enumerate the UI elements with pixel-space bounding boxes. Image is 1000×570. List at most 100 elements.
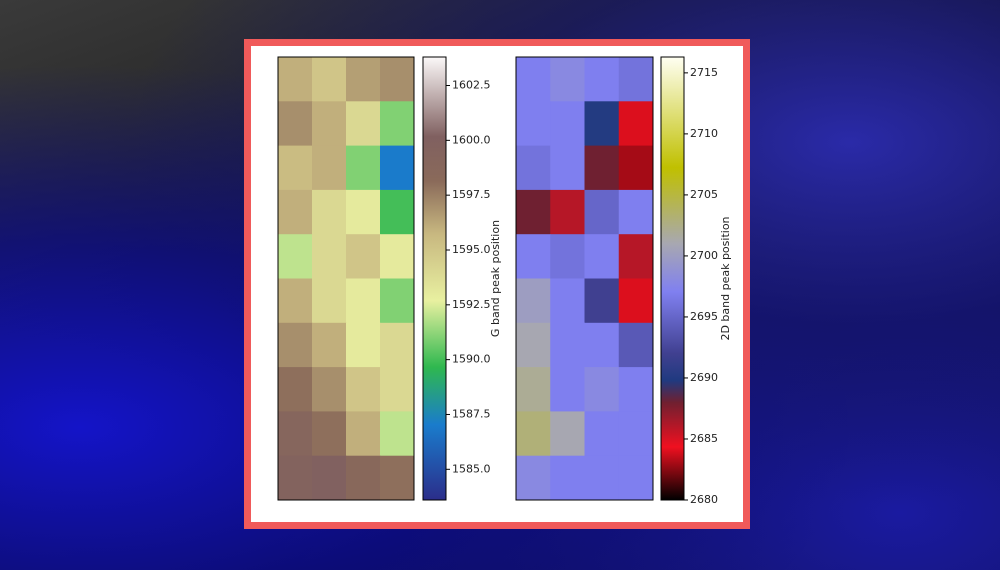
- heatmap-cell: [516, 189, 551, 235]
- heatmap-cell: [346, 101, 381, 147]
- heatmap-cell: [618, 189, 654, 235]
- heatmap-cell: [346, 411, 381, 457]
- heatmap-cell: [584, 411, 620, 457]
- colorbar-tick-label: 1585.0: [452, 462, 491, 475]
- heatmap-cell: [380, 234, 415, 279]
- heatmap-cell: [516, 411, 551, 457]
- colorbar-tick-label: 2715: [690, 66, 718, 79]
- heatmap-cell: [618, 455, 654, 501]
- heatmap-cell: [312, 367, 347, 412]
- heatmap-cell: [346, 367, 381, 412]
- heatmap-cell: [516, 101, 551, 147]
- heatmap-cell: [278, 57, 313, 102]
- heatmap-border: [277, 56, 415, 501]
- colorbar-tick-label: 1590.0: [452, 353, 491, 366]
- heatmap-cell: [516, 367, 551, 412]
- heatmap-cell: [278, 322, 313, 368]
- heatmap-cell: [380, 101, 415, 147]
- heatmap-cell: [618, 57, 654, 102]
- heatmap-cell: [516, 455, 551, 501]
- heatmap-cell: [278, 411, 313, 457]
- heatmap-cell: [278, 189, 313, 235]
- heatmap-cell: [618, 411, 654, 457]
- heatmap-cell: [312, 322, 347, 368]
- heatmap-cell: [380, 57, 415, 102]
- heatmap-cell: [618, 234, 654, 279]
- heatmap-cell: [278, 455, 313, 501]
- heatmap-cell: [278, 278, 313, 324]
- colorbar-tick-label: 1587.5: [452, 407, 491, 420]
- colorbar-tick-label: 2710: [690, 127, 718, 140]
- heatmap-cell: [550, 57, 585, 102]
- heatmap-cell: [550, 145, 585, 191]
- heatmap-cell: [618, 367, 654, 412]
- heatmap-cell: [618, 101, 654, 147]
- colorbar-tick-label: 2685: [690, 432, 718, 445]
- heatmap-cell: [312, 189, 347, 235]
- heatmap-cell: [516, 322, 551, 368]
- heatmap-cell: [380, 322, 415, 368]
- heatmap-cell: [550, 101, 585, 147]
- heatmap-cell: [312, 101, 347, 147]
- heatmap-cell: [312, 234, 347, 279]
- heatmap-cell: [346, 145, 381, 191]
- colorbar-label: 2D band peak position: [719, 216, 732, 340]
- heatmap-border: [515, 56, 654, 501]
- colorbar-tick-label: 2695: [690, 310, 718, 323]
- colorbar-tick-label: 2705: [690, 188, 718, 201]
- colorbar-tick-label: 1592.5: [452, 298, 491, 311]
- heatmap-cell: [550, 455, 585, 501]
- heatmap-cell: [550, 367, 585, 412]
- heatmap-cell: [516, 145, 551, 191]
- heatmap-cell: [346, 234, 381, 279]
- heatmap-cell: [584, 189, 620, 235]
- heatmap-cell: [516, 278, 551, 324]
- colorbar-tick-label: 1597.5: [452, 188, 491, 201]
- heatmap-cell: [380, 189, 415, 235]
- colorbar: [422, 56, 447, 501]
- colorbar: [660, 56, 685, 501]
- heatmap-cell: [584, 57, 620, 102]
- heatmap-cell: [584, 145, 620, 191]
- heatmap-cell: [346, 278, 381, 324]
- colorbar-tick-label: 1595.0: [452, 243, 491, 256]
- heatmap-cell: [584, 455, 620, 501]
- heatmap-cell: [380, 278, 415, 324]
- heatmap-cell: [516, 234, 551, 279]
- heatmap-cell: [312, 411, 347, 457]
- heatmap-cell: [550, 278, 585, 324]
- heatmap-cell: [312, 145, 347, 191]
- heatmap-cell: [584, 278, 620, 324]
- heatmap-cell: [346, 189, 381, 235]
- heatmap-cell: [584, 322, 620, 368]
- heatmap-cell: [346, 322, 381, 368]
- heatmap-cell: [346, 57, 381, 102]
- heatmap-cell: [618, 145, 654, 191]
- colorbar-tick-label: 2700: [690, 249, 718, 262]
- heatmap-cell: [618, 278, 654, 324]
- colorbar-label: G band peak position: [489, 220, 502, 337]
- heatmap-cell: [312, 278, 347, 324]
- heatmap-cell: [550, 234, 585, 279]
- heatmap-cell: [380, 367, 415, 412]
- heatmap-cell: [584, 101, 620, 147]
- colorbar-tick-label: 1600.0: [452, 133, 491, 146]
- heatmap-cell: [380, 411, 415, 457]
- heatmap-cell: [618, 322, 654, 368]
- heatmap-cell: [584, 367, 620, 412]
- colorbar-tick-label: 2690: [690, 371, 718, 384]
- heatmap-cell: [278, 101, 313, 147]
- heatmap-cell: [312, 57, 347, 102]
- colorbar-tick-label: 2680: [690, 493, 718, 506]
- heatmap-cell: [550, 411, 585, 457]
- heatmap-cell: [380, 145, 415, 191]
- heatmap-cell: [380, 455, 415, 501]
- heatmap-cell: [278, 145, 313, 191]
- heatmap-cell: [550, 322, 585, 368]
- colorbar-tick-label: 1602.5: [452, 79, 491, 92]
- heatmap-cell: [278, 367, 313, 412]
- heatmap-cell: [516, 57, 551, 102]
- heatmap-cell: [312, 455, 347, 501]
